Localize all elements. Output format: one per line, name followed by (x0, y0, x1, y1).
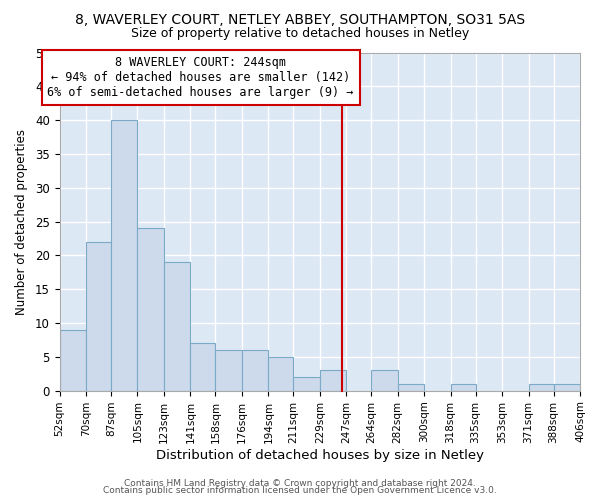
Bar (86, 242, 111, 390)
Bar (190, 344, 215, 390)
Text: Size of property relative to detached houses in Netley: Size of property relative to detached ho… (131, 28, 469, 40)
Bar (554, 384, 580, 390)
Bar (215, 350, 242, 391)
Bar (293, 377, 320, 390)
Bar (111, 120, 137, 390)
Bar (268, 357, 293, 390)
Bar (529, 384, 554, 390)
Y-axis label: Number of detached properties: Number of detached properties (15, 128, 28, 314)
Bar (242, 350, 268, 391)
Text: Contains public sector information licensed under the Open Government Licence v3: Contains public sector information licen… (103, 486, 497, 495)
X-axis label: Distribution of detached houses by size in Netley: Distribution of detached houses by size … (156, 450, 484, 462)
Bar (371, 370, 398, 390)
Bar (398, 384, 424, 390)
Bar (137, 228, 164, 390)
Text: 8 WAVERLEY COURT: 244sqm
← 94% of detached houses are smaller (142)
6% of semi-d: 8 WAVERLEY COURT: 244sqm ← 94% of detach… (47, 56, 354, 99)
Bar (164, 262, 190, 390)
Bar (59, 330, 86, 390)
Text: 8, WAVERLEY COURT, NETLEY ABBEY, SOUTHAMPTON, SO31 5AS: 8, WAVERLEY COURT, NETLEY ABBEY, SOUTHAM… (75, 12, 525, 26)
Bar (320, 370, 346, 390)
Text: Contains HM Land Registry data © Crown copyright and database right 2024.: Contains HM Land Registry data © Crown c… (124, 478, 476, 488)
Bar (451, 384, 476, 390)
